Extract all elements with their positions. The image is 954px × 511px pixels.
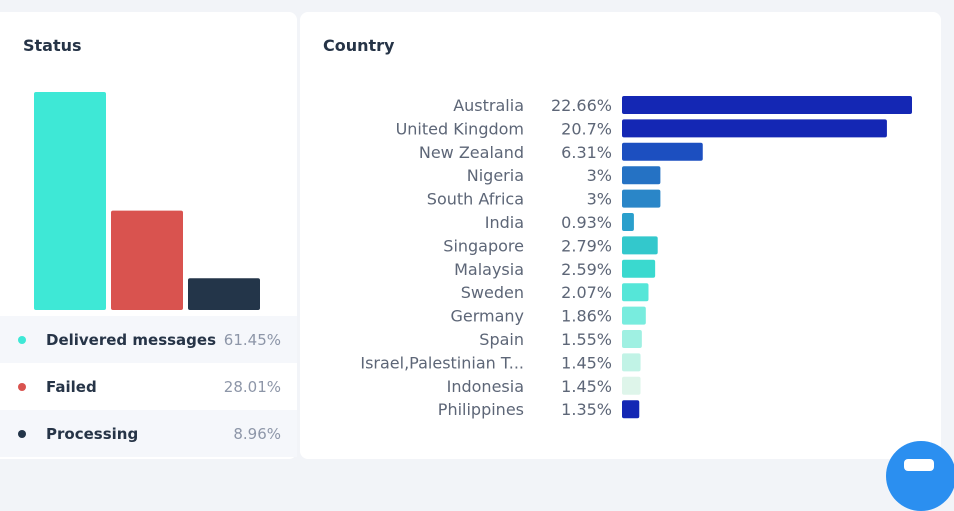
country-bar-chart: Australia 22.66% United Kingdom 20.7% New Ze…	[360, 96, 912, 419]
legend-item-delivered[interactable]: Delivered messages 61.45%	[0, 316, 297, 363]
country-label: India	[485, 213, 524, 232]
status-title: Status	[23, 36, 82, 55]
status-legend: Delivered messages 61.45% Failed 28.01% …	[0, 316, 297, 457]
country-bar[interactable]	[622, 236, 658, 255]
country-value-label: 22.66%	[551, 96, 612, 115]
country-bar[interactable]	[622, 306, 646, 325]
country-label: Australia	[453, 96, 524, 115]
legend-item-processing[interactable]: Processing 8.96%	[0, 410, 297, 457]
status-bar-chart	[34, 92, 260, 310]
country-bar[interactable]	[622, 259, 656, 278]
legend-dot-processing	[18, 429, 26, 438]
legend-value-delivered: 61.45%	[223, 330, 281, 349]
country-value-label: 1.45%	[561, 353, 612, 372]
legend-label-processing: Processing	[46, 424, 139, 443]
country-label: Nigeria	[467, 166, 524, 185]
status-card: Status Delivered messages 61.45% Failed …	[0, 12, 297, 459]
country-bar[interactable]	[622, 376, 641, 395]
country-bar[interactable]	[622, 213, 634, 231]
legend-dot-failed	[18, 382, 26, 391]
country-label: Philippines	[438, 400, 524, 419]
legend-dot-delivered	[18, 335, 26, 344]
legend-item-failed[interactable]: Failed 28.01%	[0, 363, 297, 410]
country-value-label: 2.07%	[561, 283, 612, 302]
country-bar[interactable]	[622, 96, 912, 114]
country-value-label: 1.45%	[561, 377, 612, 396]
legend-label-delivered: Delivered messages	[46, 330, 217, 349]
country-bar[interactable]	[622, 189, 661, 208]
country-bar[interactable]	[622, 400, 640, 419]
country-value-label: 1.86%	[561, 307, 612, 326]
country-value-label: 0.93%	[561, 213, 612, 232]
legend-value-failed: 28.01%	[223, 377, 281, 396]
chat-icon	[904, 459, 934, 471]
country-value-label: 2.59%	[561, 260, 612, 279]
country-label: Malaysia	[454, 260, 524, 279]
status-bar-3[interactable]	[188, 278, 260, 310]
country-label: Singapore	[443, 236, 524, 255]
legend-label-failed: Failed	[46, 377, 97, 396]
country-value-label: 6.31%	[561, 143, 612, 162]
country-value-label: 3%	[587, 166, 612, 185]
country-label: Germany	[450, 307, 524, 326]
country-bar[interactable]	[622, 330, 642, 348]
country-value-label: 3%	[587, 190, 612, 209]
country-label: Indonesia	[447, 377, 524, 396]
country-label: Israel,Palestinian T...	[360, 353, 524, 372]
country-title: Country	[323, 36, 395, 55]
country-bar[interactable]	[622, 119, 887, 138]
country-label: United Kingdom	[396, 119, 524, 138]
country-value-label: 20.7%	[561, 119, 612, 138]
country-label: South Africa	[427, 190, 524, 209]
country-bar[interactable]	[622, 283, 649, 302]
country-bar[interactable]	[622, 353, 641, 372]
status-bar-2[interactable]	[111, 210, 183, 310]
country-value-label: 1.55%	[561, 330, 612, 349]
country-card: Country Australia 22.66% United Kingdom 20.…	[300, 12, 941, 459]
country-bar[interactable]	[622, 166, 661, 185]
country-label: Sweden	[461, 283, 524, 302]
country-bar[interactable]	[622, 142, 703, 161]
legend-value-processing: 8.96%	[233, 424, 281, 443]
chat-button[interactable]	[886, 441, 954, 511]
country-value-label: 2.79%	[561, 236, 612, 255]
country-value-label: 1.35%	[561, 400, 612, 419]
status-bar-1[interactable]	[34, 92, 106, 310]
country-label: Spain	[479, 330, 524, 349]
country-label: New Zealand	[419, 143, 524, 162]
